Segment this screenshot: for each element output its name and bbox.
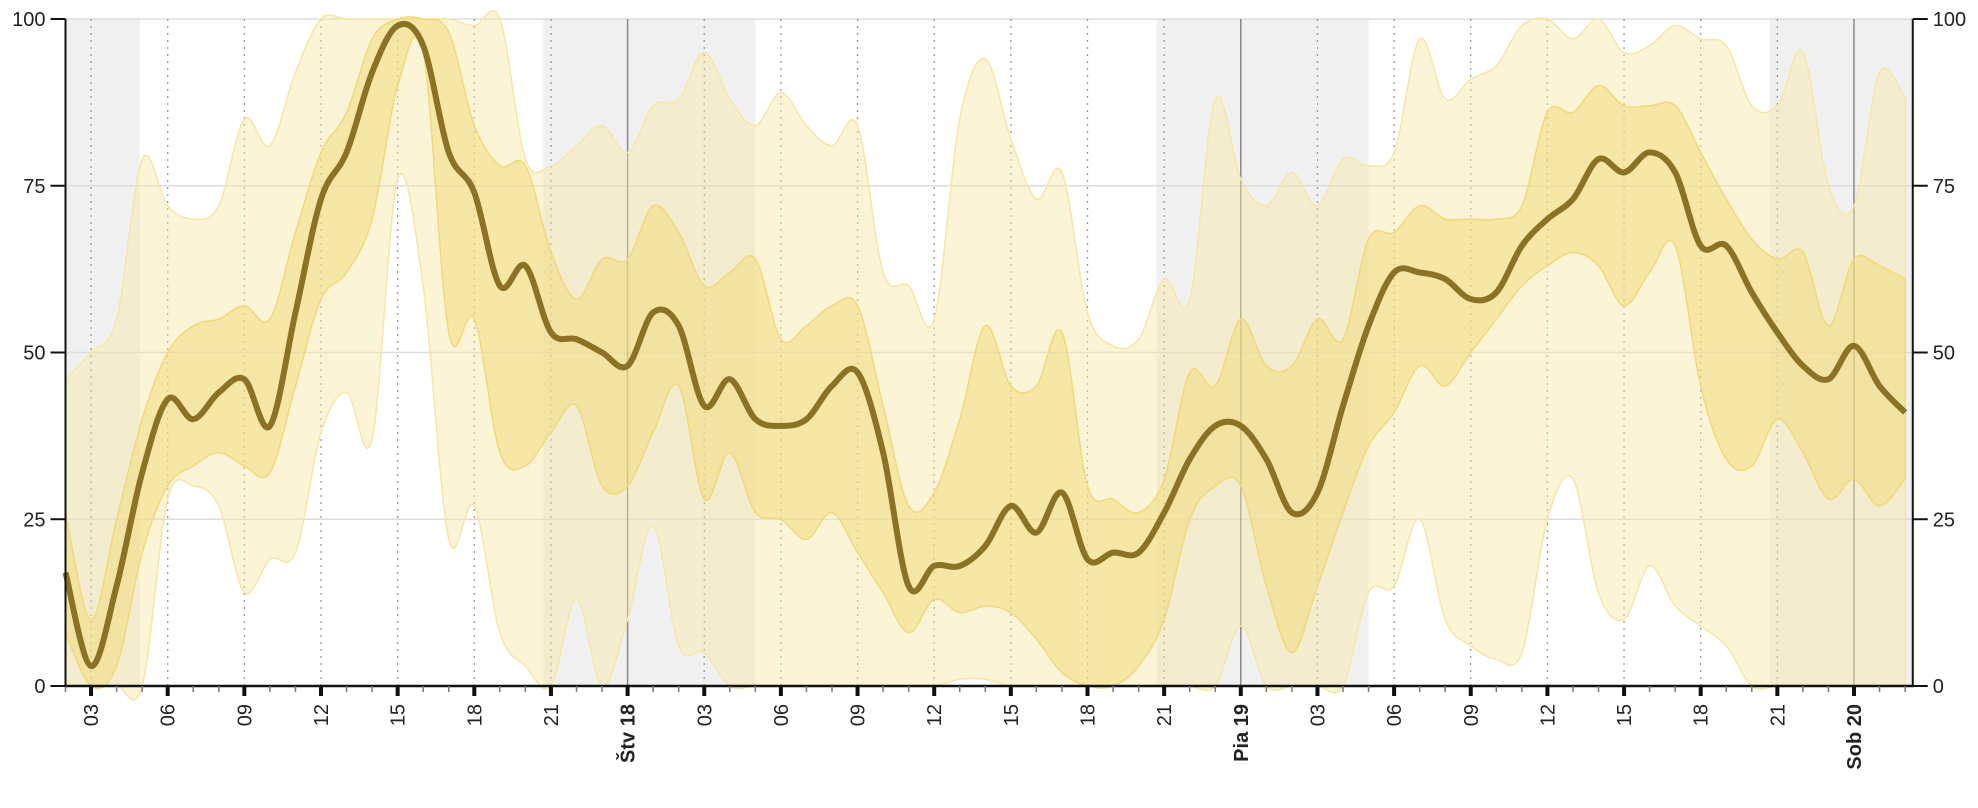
x-tick-label: 18 (1078, 704, 1100, 726)
y-tick-label-left: 75 (23, 176, 45, 198)
median-line (62, 20, 1908, 669)
y-tick-label-right: 0 (1933, 676, 1944, 698)
x-tick-label: 21 (541, 704, 563, 726)
axes (50, 18, 1928, 696)
bands (64, 9, 1906, 701)
y-tick-label-left: 100 (12, 9, 45, 31)
x-tick-label: 03 (81, 704, 103, 726)
x-tick-label: 06 (1384, 704, 1406, 726)
y-tick-label-left: 25 (23, 509, 45, 531)
median-line-layer (62, 20, 1908, 669)
x-tick-label: 21 (1767, 704, 1789, 726)
x-tick-label: 15 (388, 704, 410, 726)
tick-labels: 0 0 25 25 50 50 75 75 100 100 03 06 09 12 15 18 21 03 06 09… (12, 9, 1966, 770)
y-tick-label-right: 50 (1933, 343, 1955, 365)
x-tick-label: 15 (1614, 704, 1636, 726)
x-tick-label: 03 (694, 704, 716, 726)
x-day-label: Sob 20 (1844, 704, 1866, 770)
x-tick-label: 12 (924, 704, 946, 726)
y-tick-label-right: 100 (1933, 9, 1966, 31)
y-tick-label-left: 0 (34, 676, 45, 698)
x-tick-label: 15 (1001, 704, 1023, 726)
x-tick-label: 03 (1307, 704, 1329, 726)
y-tick-label-right: 25 (1933, 509, 1955, 531)
x-tick-label: 06 (771, 704, 793, 726)
x-tick-label: 18 (1691, 704, 1713, 726)
x-tick-label: 09 (234, 704, 256, 726)
x-tick-label: 09 (1461, 704, 1483, 726)
x-day-label: Pia 19 (1231, 704, 1253, 762)
x-day-label: Štv 18 (616, 704, 640, 763)
x-tick-label: 09 (848, 704, 870, 726)
x-tick-label: 06 (158, 704, 180, 726)
x-tick-label: 18 (464, 704, 486, 726)
y-tick-label-right: 75 (1933, 176, 1955, 198)
inner-band (64, 16, 1906, 690)
x-tick-label: 12 (311, 704, 333, 726)
y-tick-label-left: 50 (23, 343, 45, 365)
x-tick-label: 12 (1537, 704, 1559, 726)
x-tick-label: 21 (1154, 704, 1176, 726)
